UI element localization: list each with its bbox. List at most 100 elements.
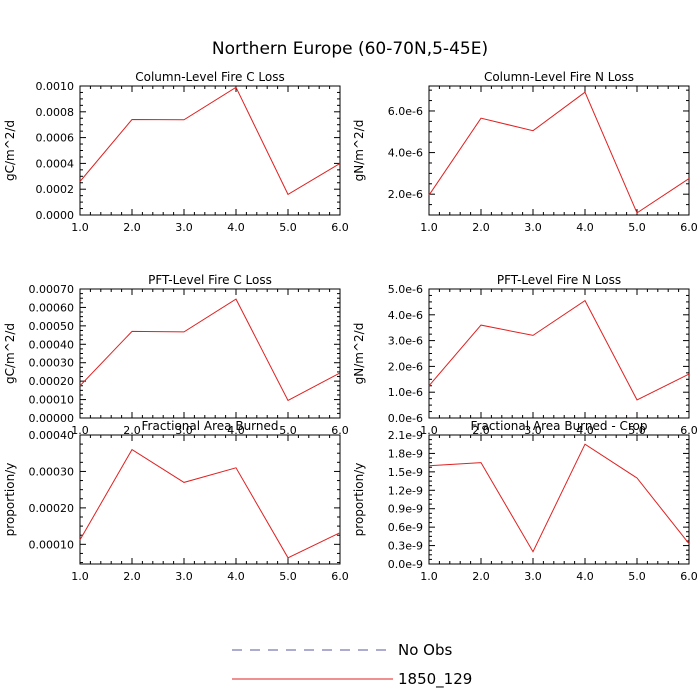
y-tick-label: 0.0000 bbox=[36, 209, 75, 222]
y-tick-label: 1.5e-9 bbox=[388, 466, 423, 479]
y-tick-label: 3.0e-6 bbox=[388, 335, 423, 348]
series-line bbox=[79, 448, 341, 559]
x-tick-label: 1.0 bbox=[420, 570, 438, 583]
panel-title: Column-Level Fire N Loss bbox=[484, 70, 634, 84]
panel-title: PFT-Level Fire C Loss bbox=[148, 273, 272, 287]
panel-title: Column-Level Fire C Loss bbox=[135, 70, 285, 84]
legend: No Obs 1850_129 bbox=[232, 641, 472, 689]
y-tick-label: 0.00050 bbox=[29, 320, 75, 333]
y-tick-label: 0.00040 bbox=[29, 429, 75, 442]
y-axis-label: proportion/y bbox=[352, 463, 366, 537]
x-tick-label: 3.0 bbox=[524, 570, 542, 583]
y-tick-label: 2.0e-6 bbox=[388, 188, 423, 201]
x-tick-label: 6.0 bbox=[331, 570, 349, 583]
y-tick-label: 0.00000 bbox=[29, 412, 75, 425]
x-tick-label: 5.0 bbox=[279, 424, 297, 437]
x-tick-label: 2.0 bbox=[472, 221, 490, 234]
y-tick-label: 0.00010 bbox=[29, 538, 75, 551]
x-tick-label: 4.0 bbox=[227, 424, 245, 437]
y-axis-label: proportion/y bbox=[3, 463, 17, 537]
y-axis-label: gC/m^2/d bbox=[3, 323, 17, 384]
y-tick-label: 0.0006 bbox=[36, 132, 75, 145]
y-tick-label: 0.00010 bbox=[29, 394, 75, 407]
y-tick-label: 2.1e-9 bbox=[388, 429, 423, 442]
x-tick-label: 2.0 bbox=[123, 221, 141, 234]
x-tick-label: 4.0 bbox=[227, 570, 245, 583]
figure-title: Northern Europe (60-70N,5-45E) bbox=[212, 39, 488, 59]
panel-1: Column-Level Fire C Loss gC/m^2/d 1.0 2.0 3.… bbox=[3, 70, 349, 234]
x-tick-label: 3.0 bbox=[524, 424, 542, 437]
x-tick-label: 6.0 bbox=[680, 221, 698, 234]
x-tick-label: 3.0 bbox=[175, 424, 193, 437]
y-tick-label: 0.0008 bbox=[36, 106, 75, 119]
series-line bbox=[79, 86, 341, 196]
panels: Column-Level Fire C Loss gC/m^2/d 1.0 2.0 3.… bbox=[3, 70, 698, 583]
series-line bbox=[428, 299, 690, 401]
y-tick-label: 0.3e-9 bbox=[388, 540, 423, 553]
y-tick-label: 0.00030 bbox=[29, 357, 75, 370]
x-tick-label: 3.0 bbox=[175, 570, 193, 583]
panel-6: Fractional Area Burned - Crop proportion/… bbox=[352, 419, 698, 583]
plot-frame bbox=[79, 288, 341, 419]
legend-label-1: No Obs bbox=[398, 641, 452, 659]
y-tick-label: 0.0002 bbox=[36, 183, 75, 196]
y-tick-label: 1.8e-9 bbox=[388, 447, 423, 460]
y-tick-label: 0.00020 bbox=[29, 375, 75, 388]
y-axis-label: gC/m^2/d bbox=[3, 120, 17, 181]
series-line bbox=[428, 91, 690, 214]
plot-frame bbox=[79, 434, 341, 565]
x-tick-label: 4.0 bbox=[576, 424, 594, 437]
series-line bbox=[428, 443, 690, 553]
y-tick-label: 4.0e-6 bbox=[388, 147, 423, 160]
x-tick-label: 4.0 bbox=[227, 221, 245, 234]
y-tick-label: 5.0e-6 bbox=[388, 283, 423, 296]
x-tick-label: 4.0 bbox=[576, 221, 594, 234]
y-tick-label: 2.0e-6 bbox=[388, 360, 423, 373]
y-tick-label: 0.0004 bbox=[36, 157, 75, 170]
legend-label-2: 1850_129 bbox=[398, 670, 472, 689]
x-tick-label: 4.0 bbox=[576, 570, 594, 583]
panel-title: Fractional Area Burned bbox=[142, 419, 279, 433]
y-tick-label: 6.0e-6 bbox=[388, 105, 423, 118]
x-tick-label: 1.0 bbox=[71, 424, 89, 437]
x-tick-label: 3.0 bbox=[524, 221, 542, 234]
x-tick-label: 6.0 bbox=[680, 570, 698, 583]
panel-3: PFT-Level Fire C Loss gC/m^2/d 1.0 2.0 3.0 4.… bbox=[3, 273, 349, 437]
x-tick-label: 6.0 bbox=[331, 424, 349, 437]
y-tick-label: 0.00030 bbox=[29, 465, 75, 478]
y-tick-label: 0.0e-9 bbox=[388, 558, 423, 571]
x-tick-label: 6.0 bbox=[331, 221, 349, 234]
y-tick-label: 0.9e-9 bbox=[388, 503, 423, 516]
y-tick-label: 0.00070 bbox=[29, 283, 75, 296]
panel-title: Fractional Area Burned - Crop bbox=[471, 419, 648, 433]
panel-2: Column-Level Fire N Loss gN/m^2/d 1.0 2.0 3.… bbox=[352, 70, 698, 234]
x-tick-label: 1.0 bbox=[420, 221, 438, 234]
x-tick-label: 5.0 bbox=[628, 570, 646, 583]
series-line bbox=[79, 298, 341, 402]
y-tick-label: 0.00040 bbox=[29, 338, 75, 351]
y-tick-label: 0.00060 bbox=[29, 301, 75, 314]
y-tick-label: 0.0e-6 bbox=[388, 412, 423, 425]
x-tick-label: 2.0 bbox=[123, 424, 141, 437]
y-tick-label: 4.0e-6 bbox=[388, 309, 423, 322]
y-axis-label: gN/m^2/d bbox=[352, 120, 366, 182]
panel-5: Fractional Area Burned proportion/y 1.0 2.0… bbox=[3, 419, 349, 583]
x-tick-label: 3.0 bbox=[175, 221, 193, 234]
x-tick-label: 5.0 bbox=[279, 221, 297, 234]
y-tick-label: 1.0e-6 bbox=[388, 386, 423, 399]
y-axis-label: gN/m^2/d bbox=[352, 323, 366, 385]
x-tick-label: 1.0 bbox=[71, 570, 89, 583]
plot-frame bbox=[428, 434, 690, 565]
panel-title: PFT-Level Fire N Loss bbox=[497, 273, 621, 287]
x-tick-label: 2.0 bbox=[123, 570, 141, 583]
x-tick-label: 1.0 bbox=[71, 221, 89, 234]
x-tick-label: 2.0 bbox=[472, 570, 490, 583]
x-tick-label: 2.0 bbox=[472, 424, 490, 437]
plot-frame bbox=[428, 85, 690, 216]
y-tick-label: 0.00020 bbox=[29, 502, 75, 515]
y-tick-label: 0.0010 bbox=[36, 80, 75, 93]
x-tick-label: 5.0 bbox=[628, 424, 646, 437]
x-tick-label: 1.0 bbox=[420, 424, 438, 437]
y-tick-label: 0.6e-9 bbox=[388, 521, 423, 534]
